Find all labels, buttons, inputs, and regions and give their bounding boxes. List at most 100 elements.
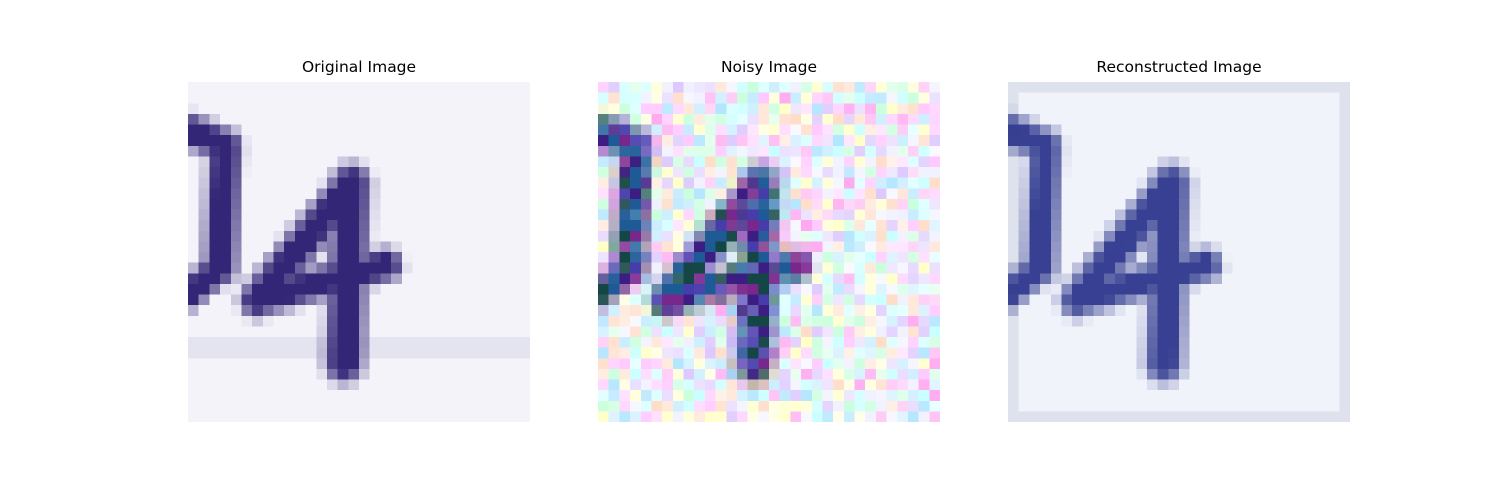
pixel: [897, 167, 909, 179]
pixel: [391, 230, 403, 242]
pixel: [487, 283, 499, 296]
pixel: [619, 315, 631, 327]
pixel: [1029, 145, 1041, 157]
pixel: [1136, 315, 1148, 327]
pixel: [897, 145, 909, 157]
pixel: [1264, 113, 1276, 126]
pixel: [412, 92, 424, 104]
pixel: [875, 103, 888, 115]
pixel: [316, 209, 328, 221]
pixel: [747, 283, 759, 296]
pixel: [1136, 82, 1148, 94]
pixel: [822, 188, 834, 200]
pixel: [662, 220, 674, 232]
pixel: [508, 124, 520, 136]
pixel: [391, 358, 403, 370]
pixel: [833, 347, 845, 359]
pixel: [875, 135, 888, 147]
pixel: [487, 315, 499, 327]
pixel: [1243, 241, 1255, 253]
pixel: [497, 188, 510, 200]
pixel: [758, 209, 770, 221]
pixel: [1285, 252, 1298, 264]
pixel: [1040, 273, 1052, 285]
pixel: [1157, 379, 1169, 391]
pixel: [769, 198, 781, 211]
pixel: [1125, 252, 1137, 264]
pixel: [822, 337, 834, 349]
pixel: [1264, 124, 1276, 136]
pixel: [273, 209, 285, 221]
pixel: [369, 113, 381, 126]
pixel: [918, 337, 930, 349]
pixel: [1339, 411, 1350, 422]
pixel: [1082, 124, 1095, 136]
pixel: [1179, 305, 1191, 317]
pixel: [380, 347, 392, 359]
pixel: [704, 177, 717, 189]
pixel: [704, 103, 717, 115]
pixel: [918, 92, 930, 104]
pixel: [1146, 145, 1159, 157]
pixel: [715, 145, 727, 157]
pixel: [241, 135, 253, 147]
pixel: [598, 198, 610, 211]
pixel: [1264, 198, 1276, 211]
pixel: [651, 400, 663, 412]
pixel: [1125, 145, 1137, 157]
pixel: [305, 315, 317, 327]
pixel: [822, 241, 834, 253]
pixel: [843, 358, 856, 370]
pixel: [897, 368, 909, 381]
pixel: [790, 283, 802, 296]
pixel: [1050, 167, 1063, 179]
pixel: [875, 262, 888, 274]
pixel: [1211, 92, 1223, 104]
pixel: [230, 220, 243, 232]
pixel: [423, 82, 435, 94]
pixel: [1018, 294, 1030, 306]
pixel: [1285, 337, 1298, 349]
pixel: [1168, 230, 1180, 242]
pixel: [423, 305, 435, 317]
pixel: [1029, 113, 1041, 126]
pixel: [769, 252, 781, 264]
pixel: [598, 220, 610, 232]
pixel: [918, 135, 930, 147]
pixel: [497, 167, 510, 179]
pixel: [1200, 283, 1212, 296]
pixel: [476, 241, 488, 253]
pixel: [348, 241, 360, 253]
pixel: [726, 411, 738, 422]
pixel: [779, 358, 791, 370]
pixel: [337, 368, 349, 381]
pixel: [1189, 113, 1201, 126]
pixel: [608, 379, 620, 391]
reconstructed-panel: Reconstructed Image: [1008, 0, 1350, 500]
pixel: [262, 411, 275, 422]
pixel: [252, 82, 264, 94]
pixel: [736, 368, 749, 381]
pixel: [801, 411, 813, 422]
pixel: [801, 82, 813, 94]
pixel: [1093, 294, 1105, 306]
pixel: [359, 113, 371, 126]
pixel: [1253, 177, 1266, 189]
pixel: [252, 379, 264, 391]
pixel: [1040, 283, 1052, 296]
pixel: [715, 167, 727, 179]
pixel: [822, 283, 834, 296]
pixel: [519, 411, 530, 422]
pixel: [220, 368, 232, 381]
pixel: [380, 337, 392, 349]
pixel: [519, 315, 530, 327]
pixel: [683, 326, 695, 338]
pixel: [465, 400, 478, 412]
pixel: [519, 103, 530, 115]
pixel: [598, 103, 610, 115]
pixel: [369, 347, 381, 359]
pixel: [401, 368, 414, 381]
pixel: [220, 273, 232, 285]
pixel: [369, 294, 381, 306]
pixel: [1168, 305, 1180, 317]
